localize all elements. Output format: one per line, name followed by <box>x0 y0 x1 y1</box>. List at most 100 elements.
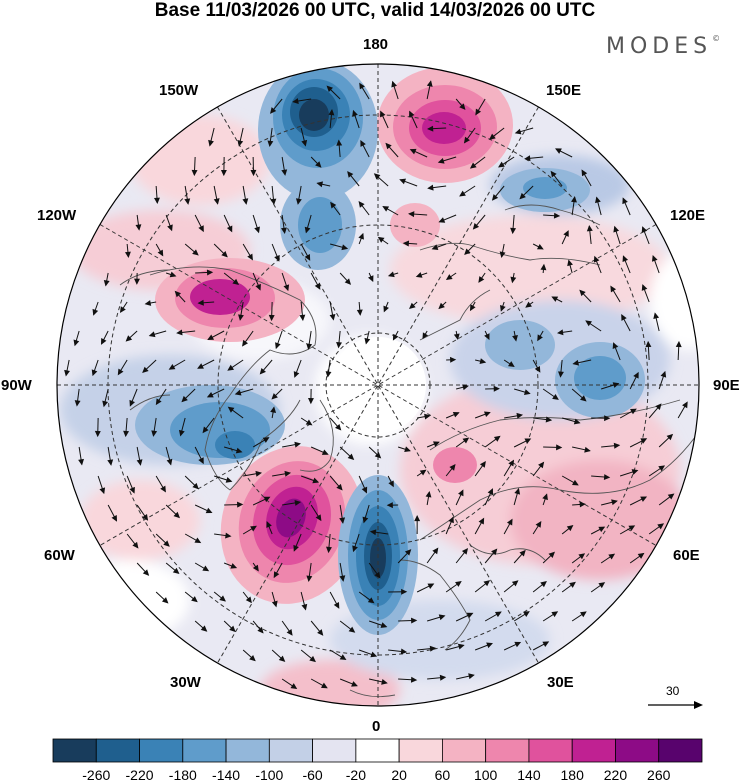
wind-vector-head <box>458 489 464 497</box>
wind-vector-head <box>387 271 395 278</box>
wind-vector-head <box>493 385 500 392</box>
wind-vector-head <box>409 148 417 155</box>
wind-vector-head <box>536 244 544 250</box>
wind-vector-head <box>409 110 415 118</box>
wind-vector-head <box>598 582 606 589</box>
wind-vector-head <box>155 398 162 406</box>
wind-vector-head <box>266 521 272 528</box>
wind-vector-head <box>498 161 505 168</box>
wind-vector-head <box>514 487 521 495</box>
wind-vector-head <box>579 501 586 508</box>
wind-vector-head <box>427 184 434 191</box>
colorbar-swatch <box>268 738 314 763</box>
wind-vector-head <box>174 290 182 298</box>
wind-vector-head <box>198 225 204 233</box>
wind-vector-head <box>154 197 160 204</box>
wind-vector-head <box>235 447 243 454</box>
wind-vector-head <box>352 545 358 553</box>
wind-vector-head <box>205 507 213 514</box>
wind-vector-head <box>573 418 581 425</box>
wind-vector-head <box>410 676 418 683</box>
wind-vector-head <box>558 371 564 378</box>
reference-vector <box>648 701 703 709</box>
wind-vector-head <box>404 446 411 453</box>
lon-label-60w: 60W <box>44 547 75 564</box>
lon-label-120w: 120W <box>37 207 77 224</box>
wind-vector-head <box>367 597 375 604</box>
colorbar-tick-label: 220 <box>603 767 628 783</box>
wind-vector-head <box>119 306 126 313</box>
wind-vector-head <box>134 278 140 285</box>
wind-vector-head <box>252 564 259 572</box>
wind-vector-head <box>402 240 410 247</box>
wind-vector-head <box>563 230 569 237</box>
wind-vector-head <box>254 226 260 234</box>
wind-vector-head <box>631 469 639 475</box>
wind-vector-head <box>621 314 627 321</box>
wind-vector-head <box>637 552 645 559</box>
wind-vector-head <box>142 513 149 521</box>
wind-vector-head <box>550 170 557 178</box>
wind-vector-head <box>595 196 601 204</box>
wind-vector-head <box>169 271 177 278</box>
wind-vector-head <box>438 217 446 223</box>
wind-vector-head <box>499 251 506 259</box>
wind-vector-head <box>487 488 494 495</box>
wind-vector-head <box>144 300 152 306</box>
wind-vector-head <box>377 236 385 243</box>
wind-vector-head <box>452 411 460 418</box>
wind-vector-head <box>275 342 281 350</box>
wind-vector-head <box>160 485 166 493</box>
wind-vector-head <box>301 603 308 611</box>
wind-vector-head <box>388 480 394 488</box>
wind-vector-head <box>329 313 336 321</box>
wind-vector-head <box>385 142 392 150</box>
wind-vector-head <box>603 474 611 480</box>
wind-vector-head <box>640 438 648 444</box>
wind-vector-head <box>325 371 332 378</box>
wind-vector-head <box>519 192 526 200</box>
wind-vector-head <box>666 433 674 441</box>
wind-vector-head <box>200 625 208 632</box>
wind-vector-head <box>478 517 485 525</box>
wind-vector-head <box>361 486 368 494</box>
wind-vector-head <box>123 430 130 438</box>
wind-vector-head <box>493 435 501 442</box>
wind-vector-head <box>500 304 506 312</box>
wind-vector-head <box>540 581 547 588</box>
wind-vector-head <box>301 139 308 147</box>
wind-vector-head <box>461 548 469 555</box>
wind-vector-head <box>571 196 577 203</box>
wind-vector-head <box>424 413 431 420</box>
wind-vector-head <box>369 529 377 536</box>
brand-text: MODES <box>606 34 713 59</box>
colorbar-swatch <box>52 738 97 763</box>
wind-vector-head <box>422 332 429 340</box>
wind-vector-head <box>259 367 266 375</box>
wind-vector-head <box>438 302 445 310</box>
wind-vector-head <box>512 335 518 342</box>
wind-vector-head <box>628 525 636 531</box>
wind-vector-head <box>229 625 236 633</box>
wind-vector-head <box>364 337 371 345</box>
wind-vector-head <box>333 601 340 609</box>
wind-vector-head <box>437 157 445 164</box>
wind-vector-head <box>284 470 292 477</box>
lon-label-60e: 60E <box>673 547 700 564</box>
lon-label-120e: 120E <box>670 207 706 224</box>
wind-vector-head <box>653 312 660 320</box>
wind-vector-head <box>129 399 135 407</box>
wind-vector-head <box>142 569 150 576</box>
wind-vector-head <box>317 629 324 636</box>
colorbar-tick-label: 260 <box>647 767 671 783</box>
wind-vector-head <box>438 614 446 621</box>
wind-vector-head <box>250 525 257 532</box>
wind-vector-head <box>380 622 388 628</box>
colorbar-swatch <box>225 738 270 763</box>
wind-vector-head <box>510 227 517 235</box>
wind-vector-head <box>173 511 181 519</box>
low-anomaly-west <box>135 385 285 465</box>
colorbar-tick-label: -140 <box>212 767 241 783</box>
wind-vector-head <box>250 169 257 177</box>
wind-vector-head <box>292 98 299 104</box>
